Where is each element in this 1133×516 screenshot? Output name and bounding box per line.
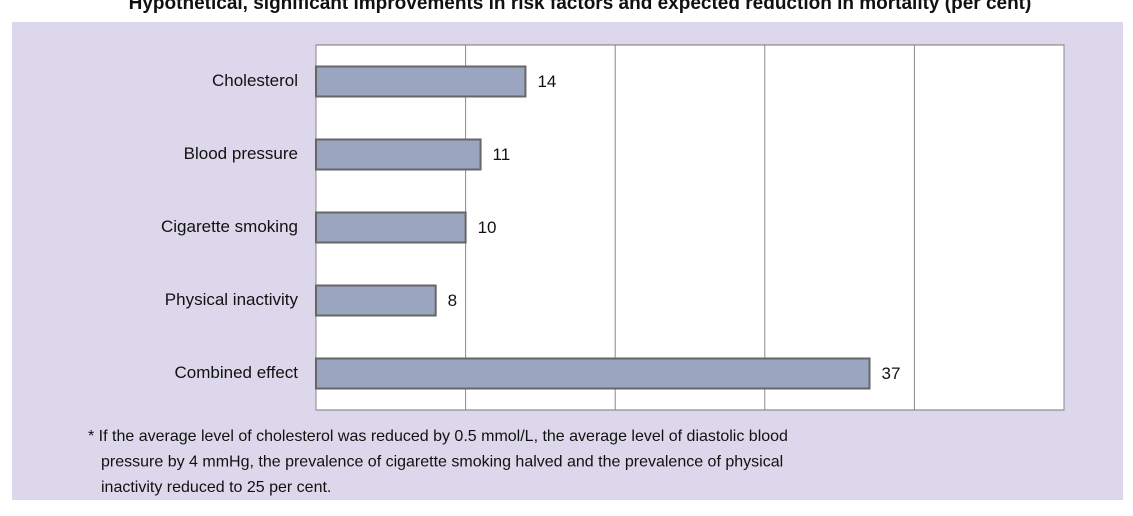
- bar: [315, 284, 437, 317]
- bar: [315, 357, 871, 390]
- value-label: 11: [493, 145, 511, 164]
- footnote: inactivity reduced to 25 per cent.: [101, 479, 331, 496]
- bar: [315, 138, 482, 171]
- y-tick-label: Blood pressure: [184, 144, 298, 163]
- chart-title: Hypothetical, significant improvements i…: [129, 0, 1032, 14]
- bar: [315, 65, 527, 98]
- y-tick-label: Cholesterol: [212, 71, 298, 90]
- y-tick-label: Physical inactivity: [165, 290, 299, 309]
- value-label: 8: [448, 291, 457, 310]
- value-label: 14: [537, 72, 556, 91]
- y-tick-label: Cigarette smoking: [161, 217, 298, 236]
- value-label: 10: [478, 218, 497, 237]
- y-tick-label: Combined effect: [175, 363, 299, 382]
- value-label: 37: [882, 364, 901, 383]
- footnote: pressure by 4 mmHg, the prevalence of ci…: [101, 454, 783, 471]
- footnote: * If the average level of cholesterol wa…: [88, 428, 788, 445]
- bar: [315, 211, 467, 244]
